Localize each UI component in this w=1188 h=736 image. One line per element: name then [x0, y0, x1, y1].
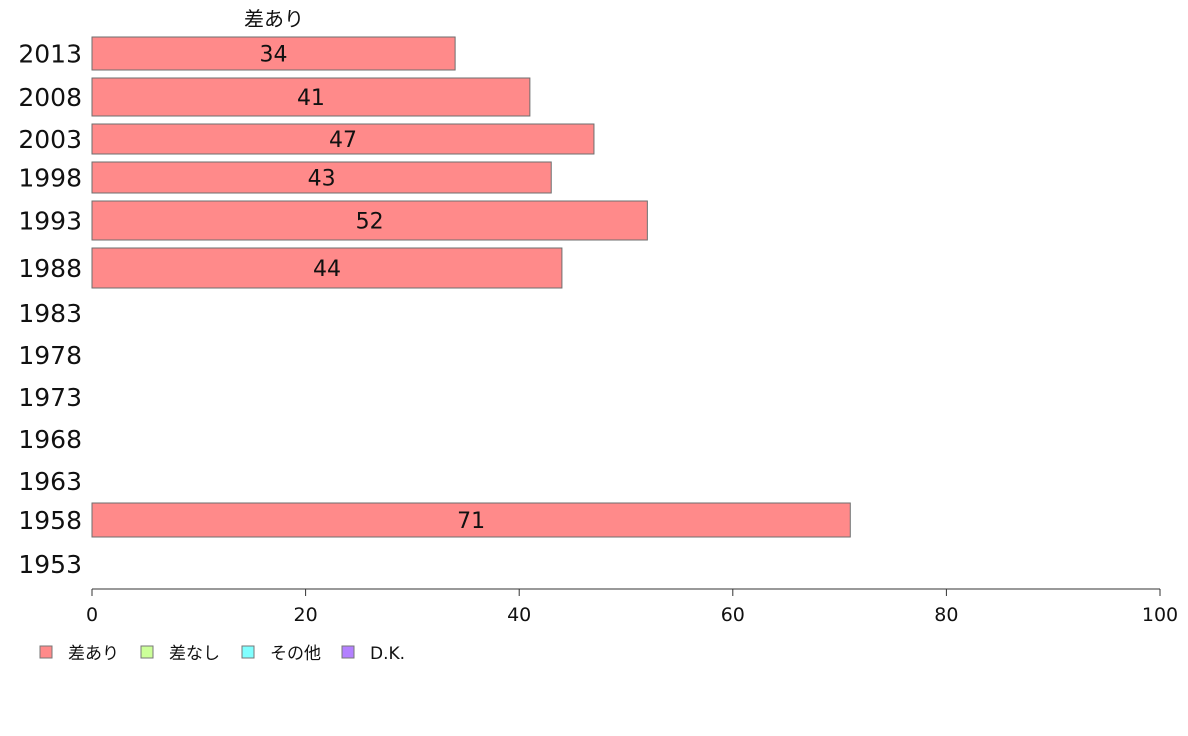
legend-label: D.K.	[370, 644, 405, 664]
bar	[91, 200, 648, 241]
year-label: 2008	[18, 83, 82, 112]
legend-swatch	[341, 645, 355, 659]
legend: 差あり 差なし その他 D.K.	[39, 644, 405, 664]
bar	[91, 123, 595, 155]
bar	[91, 161, 552, 194]
bar	[91, 36, 456, 71]
x-tick-label: 20	[294, 604, 318, 626]
x-tick-label: 80	[934, 604, 958, 626]
year-labels: 2013 2008 2003 1998 1993 1988 1983 1978 1973 1968…	[18, 40, 82, 580]
legend-swatch	[241, 645, 255, 659]
year-label: 2003	[18, 125, 82, 154]
year-label: 2013	[18, 40, 82, 69]
x-tick-label: 60	[721, 604, 745, 626]
data-label: 41	[297, 86, 325, 111]
x-axis: 0 20 40 60 80 100	[86, 588, 1178, 626]
year-label: 1978	[18, 341, 82, 370]
year-label: 1988	[18, 254, 82, 283]
year-label: 1953	[18, 550, 82, 579]
legend-label: その他	[270, 644, 321, 664]
data-label: 71	[457, 509, 485, 534]
legend-swatch	[39, 645, 53, 659]
bar	[91, 247, 563, 289]
x-tick-label: 40	[507, 604, 531, 626]
bar	[91, 502, 851, 538]
legend-swatch	[140, 645, 154, 659]
year-label: 1963	[18, 467, 82, 496]
data-label: 47	[329, 128, 357, 153]
data-label: 52	[356, 210, 384, 235]
year-label: 1983	[18, 299, 82, 328]
data-label: 43	[308, 167, 336, 192]
data-label: 44	[313, 257, 341, 282]
year-label: 1973	[18, 383, 82, 412]
year-label: 1968	[18, 425, 82, 454]
legend-label: 差なし	[169, 644, 220, 664]
bar	[91, 77, 531, 117]
data-label: 34	[260, 43, 288, 68]
year-label: 1958	[18, 506, 82, 535]
x-tick-label: 0	[86, 604, 98, 626]
year-label: 1993	[18, 207, 82, 236]
x-tick-label: 100	[1142, 604, 1178, 626]
series-header-label: 差あり	[244, 7, 304, 31]
year-label: 1998	[18, 164, 82, 193]
legend-label: 差あり	[68, 644, 119, 664]
